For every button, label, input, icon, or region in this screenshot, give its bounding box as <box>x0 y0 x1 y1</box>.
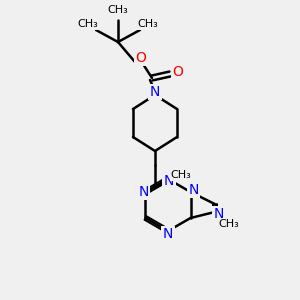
Text: N: N <box>150 85 160 99</box>
Text: O: O <box>172 65 183 79</box>
Text: N: N <box>163 227 173 241</box>
Text: CH₃: CH₃ <box>171 170 191 180</box>
Text: N: N <box>214 207 224 221</box>
Text: N: N <box>138 185 149 199</box>
Text: O: O <box>136 51 146 65</box>
Text: N: N <box>164 174 174 188</box>
Text: CH₃: CH₃ <box>78 19 98 29</box>
Text: CH₃: CH₃ <box>138 19 158 29</box>
Text: N: N <box>188 183 199 197</box>
Text: CH₃: CH₃ <box>108 5 128 15</box>
Text: CH₃: CH₃ <box>218 219 239 229</box>
